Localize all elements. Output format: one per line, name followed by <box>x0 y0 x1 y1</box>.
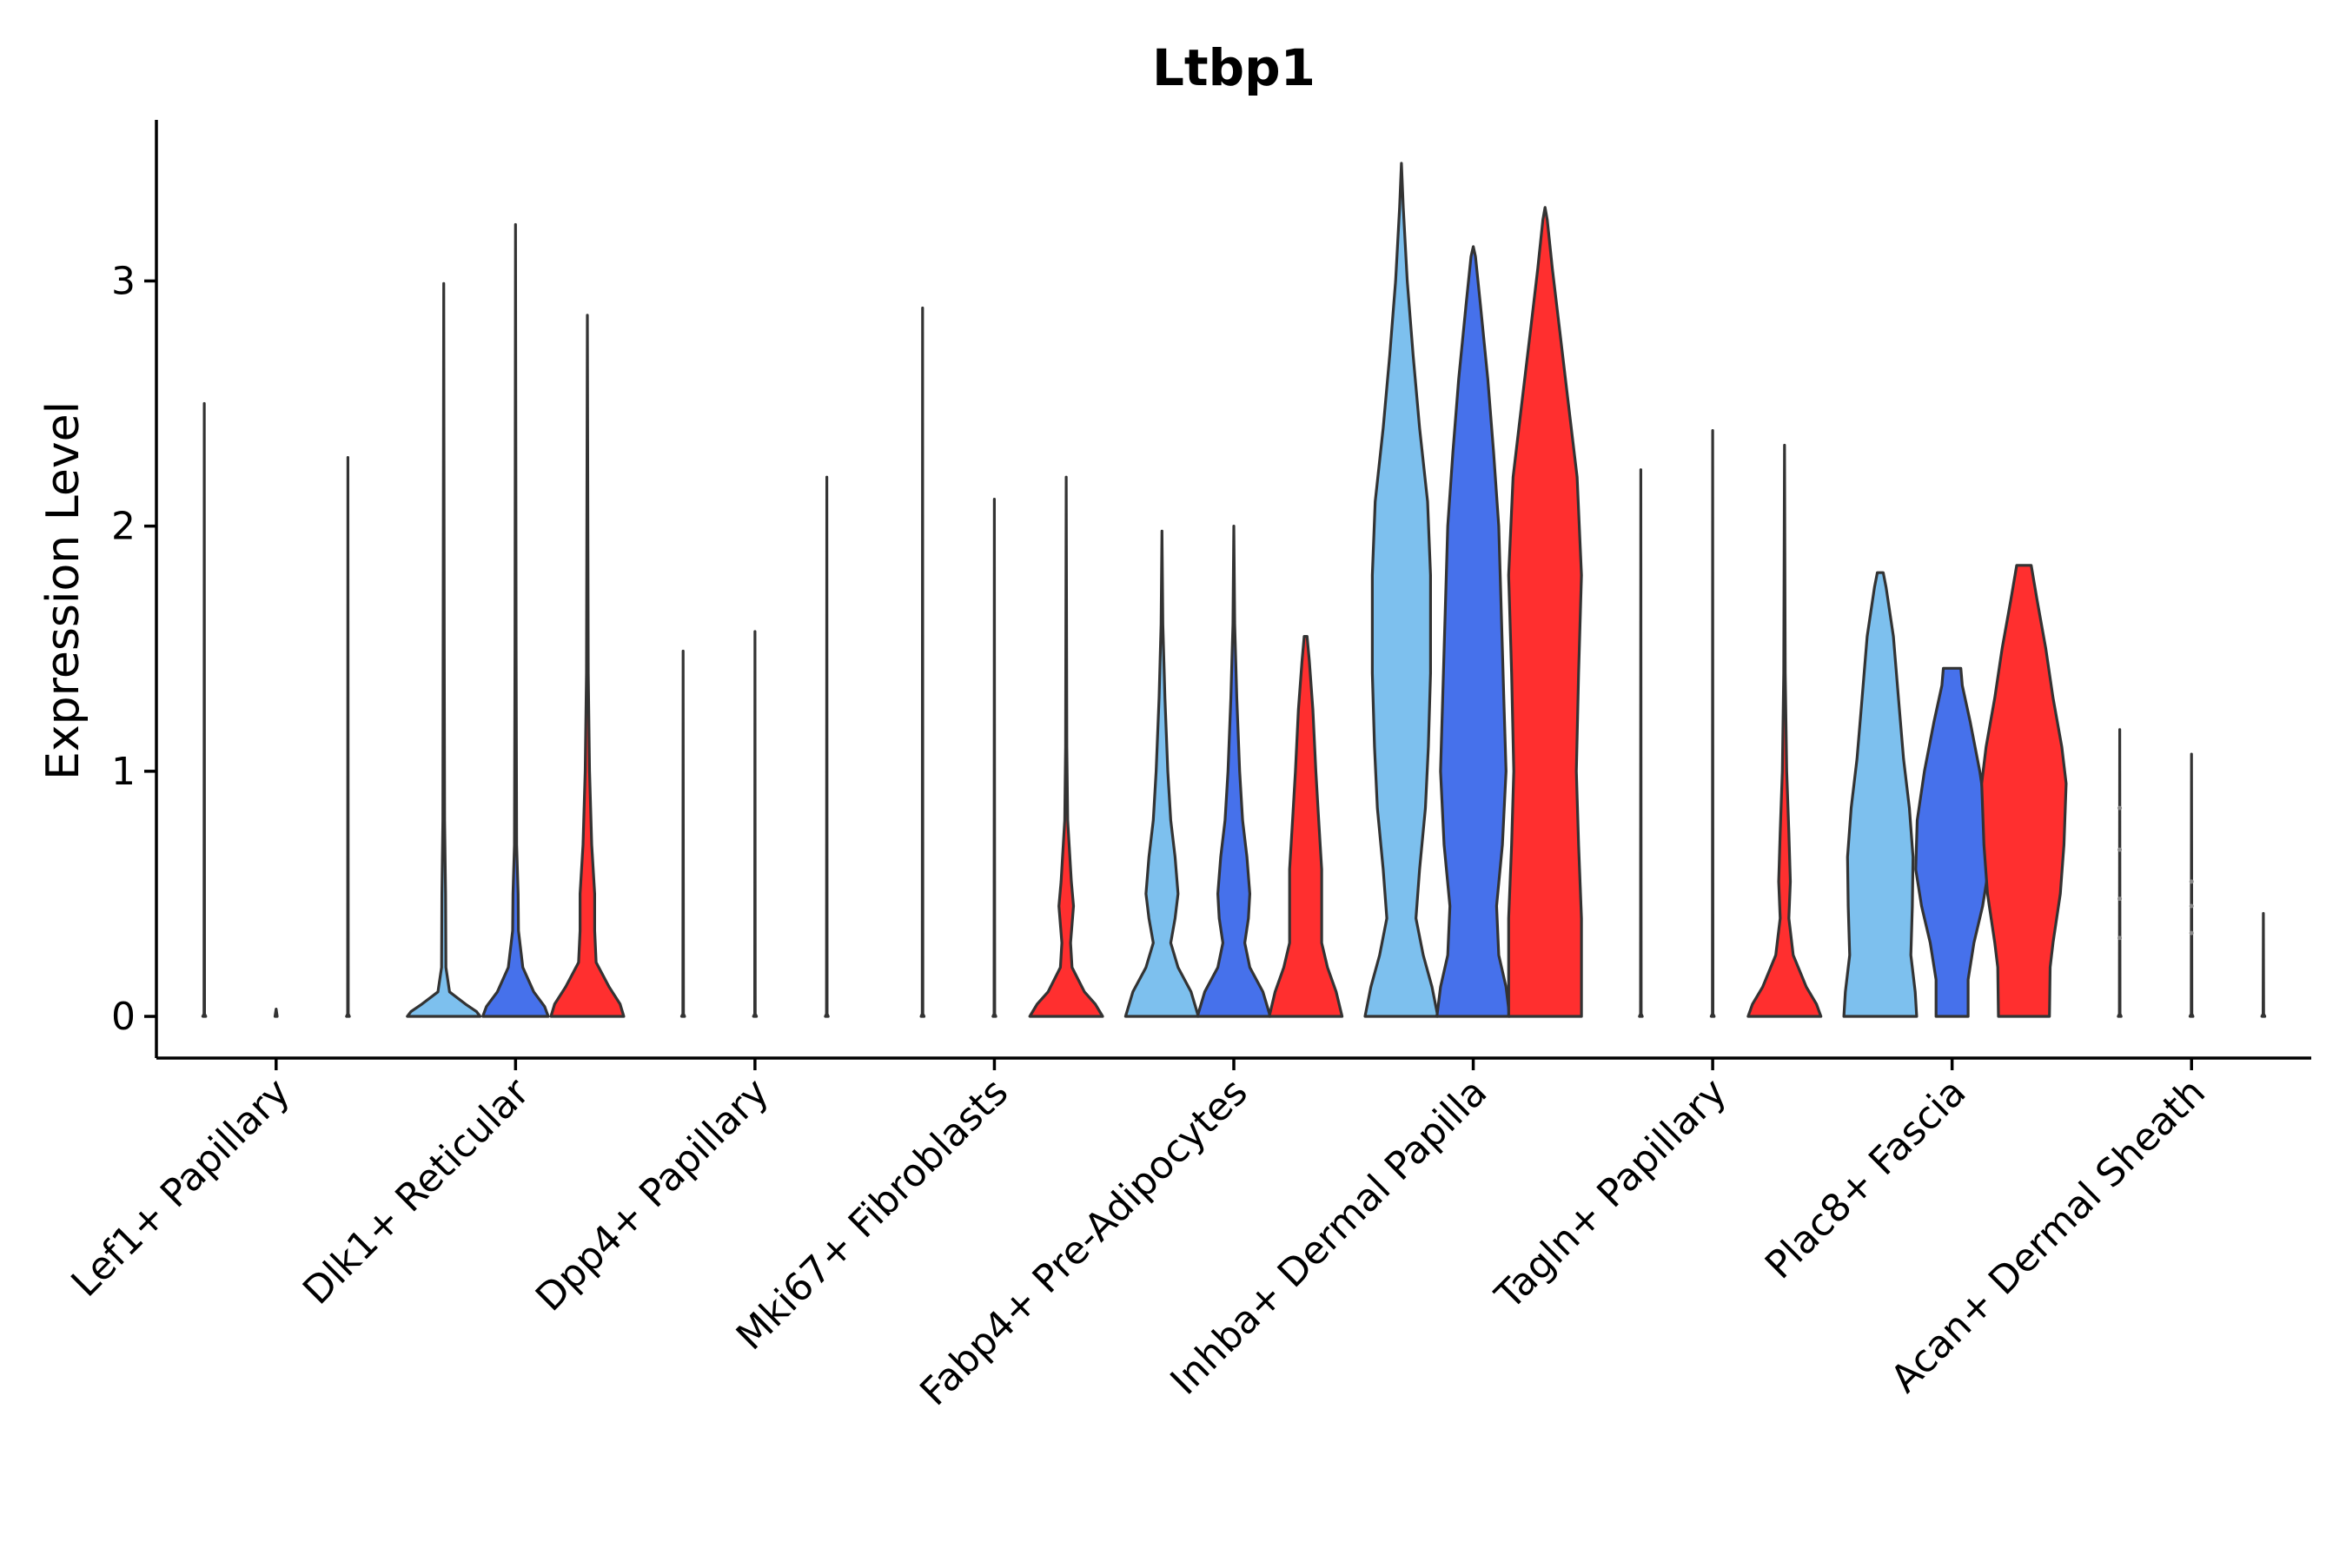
violin-lef1-papillary-group-3 <box>345 456 351 1018</box>
chart-title: Ltbp1 <box>1152 38 1315 97</box>
data-point <box>2189 930 2194 936</box>
data-point <box>2189 903 2194 909</box>
data-point <box>2117 847 2123 852</box>
violin-plac8-fascia-group-2 <box>1914 666 1991 1018</box>
violin-dpp4-papillary-group-2 <box>752 630 759 1018</box>
violin-tagln-papillary-group-2 <box>1709 429 1716 1018</box>
data-point <box>2189 879 2194 884</box>
y-axis-label: Expression Level <box>37 401 89 780</box>
violin-plac8-fascia-group-1 <box>1842 571 1919 1018</box>
violin-fabp4-pre-adipocytes-group-3 <box>1268 635 1344 1018</box>
violin-tagln-papillary-group-3 <box>1746 443 1823 1018</box>
violin-lef1-papillary-group-2 <box>273 1008 279 1018</box>
plot-area <box>201 162 2267 1018</box>
x-tick-label: Lef1+ Papillary <box>63 1070 298 1306</box>
x-tick-label: Dlk1+ Reticular <box>295 1069 539 1313</box>
y-tick-label: 2 <box>111 505 136 549</box>
x-tick-label: Plac8+ Fascia <box>1757 1070 1975 1288</box>
violin-dpp4-papillary-group-1 <box>679 649 686 1018</box>
violin-inhba-dermal-papilla-group-1 <box>1363 162 1440 1018</box>
x-tick-label: Mki67+ Fibroblasts <box>728 1070 1017 1359</box>
y-tick-label: 1 <box>111 750 136 794</box>
y-tick-label: 0 <box>111 995 136 1039</box>
violin-inhba-dermal-papilla-group-2 <box>1435 245 1511 1018</box>
violin-mki67-fibroblasts-group-2 <box>991 498 997 1018</box>
violin-dpp4-papillary-group-3 <box>824 475 830 1018</box>
x-tick-label: Dpp4+ Papillary <box>527 1070 778 1320</box>
data-point <box>2117 896 2123 902</box>
violin-acan-dermal-sheath-group-2 <box>2188 752 2195 1018</box>
violin-mki67-fibroblasts-group-1 <box>919 306 926 1018</box>
violin-plac8-fascia-group-3 <box>1980 564 2068 1018</box>
data-point <box>2117 936 2123 941</box>
y-tick-label: 3 <box>111 259 136 303</box>
violin-dlk1-reticular-group-1 <box>406 281 482 1018</box>
violin-acan-dermal-sheath-group-1 <box>2117 728 2123 1018</box>
violin-inhba-dermal-papilla-group-3 <box>1507 206 1583 1018</box>
data-point <box>2117 805 2123 810</box>
violin-mki67-fibroblasts-group-3 <box>1028 475 1104 1018</box>
violin-fabp4-pre-adipocytes-group-1 <box>1123 529 1200 1018</box>
x-tick-label: Tagln+ Papillary <box>1487 1070 1735 1319</box>
violin-dlk1-reticular-group-3 <box>549 314 626 1018</box>
violin-lef1-papillary-group-1 <box>201 401 208 1018</box>
violin-acan-dermal-sheath-group-3 <box>2260 911 2267 1018</box>
violin-dlk1-reticular-group-2 <box>481 222 550 1018</box>
violin-tagln-papillary-group-1 <box>1638 468 1644 1018</box>
violin-fabp4-pre-adipocytes-group-2 <box>1196 525 1272 1018</box>
